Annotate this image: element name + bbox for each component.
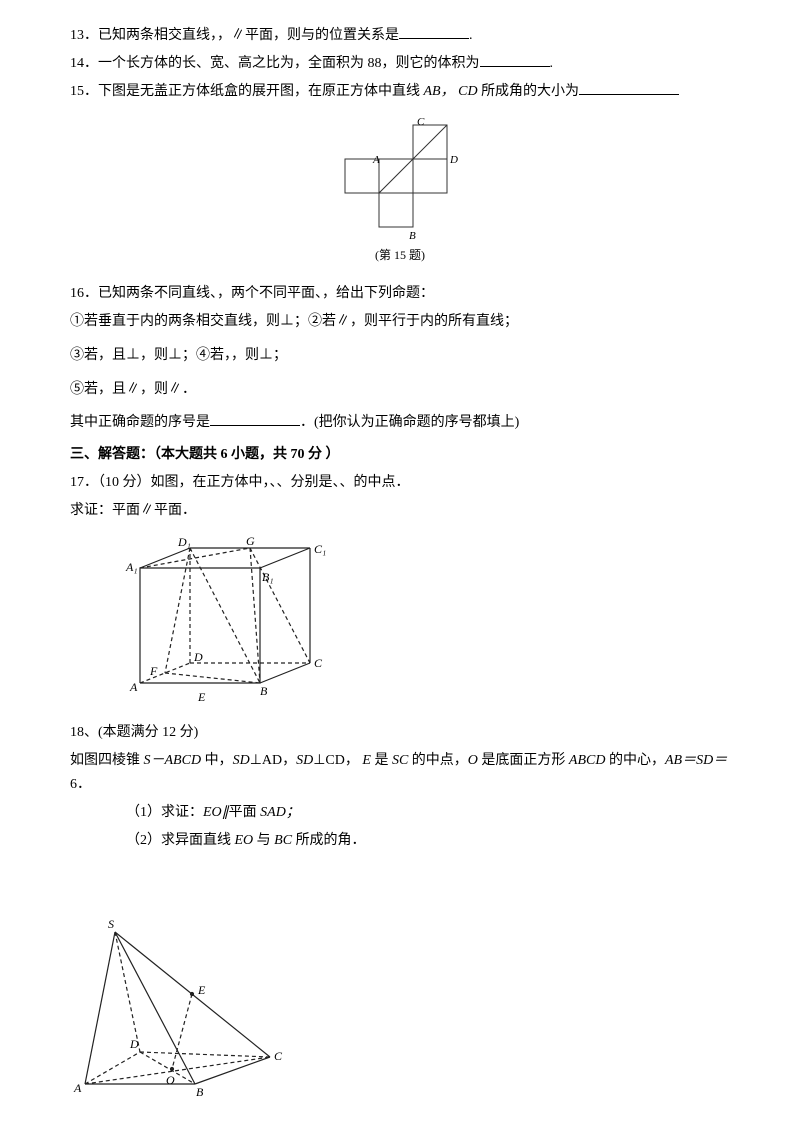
figure-17: A B C D A₁ B₁ C₁ D₁ E F G: [110, 533, 350, 703]
fig17-A1: A₁: [125, 560, 138, 574]
fig18-D: D: [129, 1037, 139, 1051]
fig15-label-A: A: [372, 154, 380, 166]
question-13: 13．已知两条相交直线，，∥平面，则与的位置关系是.: [70, 24, 730, 48]
question-18-l2: 如图四棱锥 S－ABCD 中，SD⊥AD，SD⊥CD， E 是 SC 的中点，O…: [70, 749, 730, 797]
fig17-B: B: [260, 684, 268, 698]
question-17-l2: 求证：平面∥平面．: [70, 499, 730, 523]
question-18-p2: （2）求异面直线 EO 与 BC 所成的角．: [70, 829, 730, 853]
fig15-label-B: B: [409, 230, 416, 242]
q16-l5a: 其中正确命题的序号是: [70, 415, 210, 430]
q16-blank: [210, 412, 300, 426]
q14-blank: [480, 53, 550, 67]
question-18-l1: 18、(本题满分 12 分): [70, 721, 730, 745]
q13-blank: [399, 25, 469, 39]
fig17-A: A: [129, 680, 138, 694]
question-17-l1: 17．（10 分）如图，在正方体中，、、分别是、、的中点．: [70, 471, 730, 495]
fig15-label-D: D: [449, 154, 458, 166]
figure-17-wrap: A B C D A₁ B₁ C₁ D₁ E F G: [110, 533, 730, 712]
question-16-l5: 其中正确命题的序号是 ．(把你认为正确命题的序号都填上): [70, 411, 730, 435]
figure-18-wrap: S A B C D E O: [70, 912, 730, 1111]
q14-text-a: 14．一个长方体的长、宽、高之比为，全面积为 88，则它的体积为: [70, 56, 480, 71]
question-18-p1: （1）求证：EO∥平面 SAD；: [70, 801, 730, 825]
fig15-label-C: C: [417, 116, 425, 128]
fig18-B: B: [196, 1085, 204, 1099]
fig17-D1: D₁: [177, 535, 191, 549]
question-16-l4: ⑤若，且∥，则∥．: [70, 378, 730, 402]
q15-ab: AB，: [420, 84, 455, 99]
question-16-l1: 16．已知两条不同直线、，两个不同平面、，给出下列命题：: [70, 282, 730, 306]
q15-text-b: 所成角的大小为: [481, 84, 579, 99]
q15-blank: [579, 81, 679, 95]
fig17-E: E: [197, 690, 206, 703]
fig18-S: S: [108, 917, 114, 931]
question-14: 14．一个长方体的长、宽、高之比为，全面积为 88，则它的体积为.: [70, 52, 730, 76]
fig17-F: F: [149, 664, 158, 678]
question-16-l2: ①若垂直于内的两条相交直线，则⊥；②若∥，则平行于内的所有直线；: [70, 310, 730, 334]
q16-l5b: ．(把你认为正确命题的序号都填上): [300, 415, 519, 430]
question-16-l3: ③若，且⊥，则⊥；④若，，则⊥；: [70, 344, 730, 368]
figure-18: S A B C D E O: [70, 912, 300, 1102]
q15-text-a: 15．下图是无盖正方体纸盒的展开图，在原正方体中直线: [70, 84, 420, 99]
fig17-C1: C₁: [314, 542, 326, 556]
fig18-O: O: [166, 1073, 175, 1087]
q14-text-b: .: [550, 56, 554, 71]
q13-text-a: 13．已知两条相交直线，，∥平面，则与的位置关系是: [70, 28, 399, 43]
section-3-title: 三、解答题：（本大题共 6 小题，共 70 分 ）: [70, 443, 730, 467]
fig17-B1: B₁: [262, 570, 274, 584]
fig17-D: D: [193, 650, 203, 664]
figure-15: A B C D (第 15 题): [305, 113, 495, 263]
fig17-G: G: [246, 534, 255, 548]
fig18-A: A: [73, 1081, 82, 1095]
q13-text-b: .: [469, 28, 473, 43]
figure-15-wrap: A B C D (第 15 题): [70, 113, 730, 272]
question-15: 15．下图是无盖正方体纸盒的展开图，在原正方体中直线 AB， CD 所成角的大小…: [70, 80, 730, 104]
q15-cd: CD: [455, 84, 481, 99]
fig18-C: C: [274, 1049, 283, 1063]
fig17-C: C: [314, 656, 323, 670]
fig15-caption: (第 15 题): [375, 248, 425, 262]
fig18-E: E: [197, 983, 206, 997]
